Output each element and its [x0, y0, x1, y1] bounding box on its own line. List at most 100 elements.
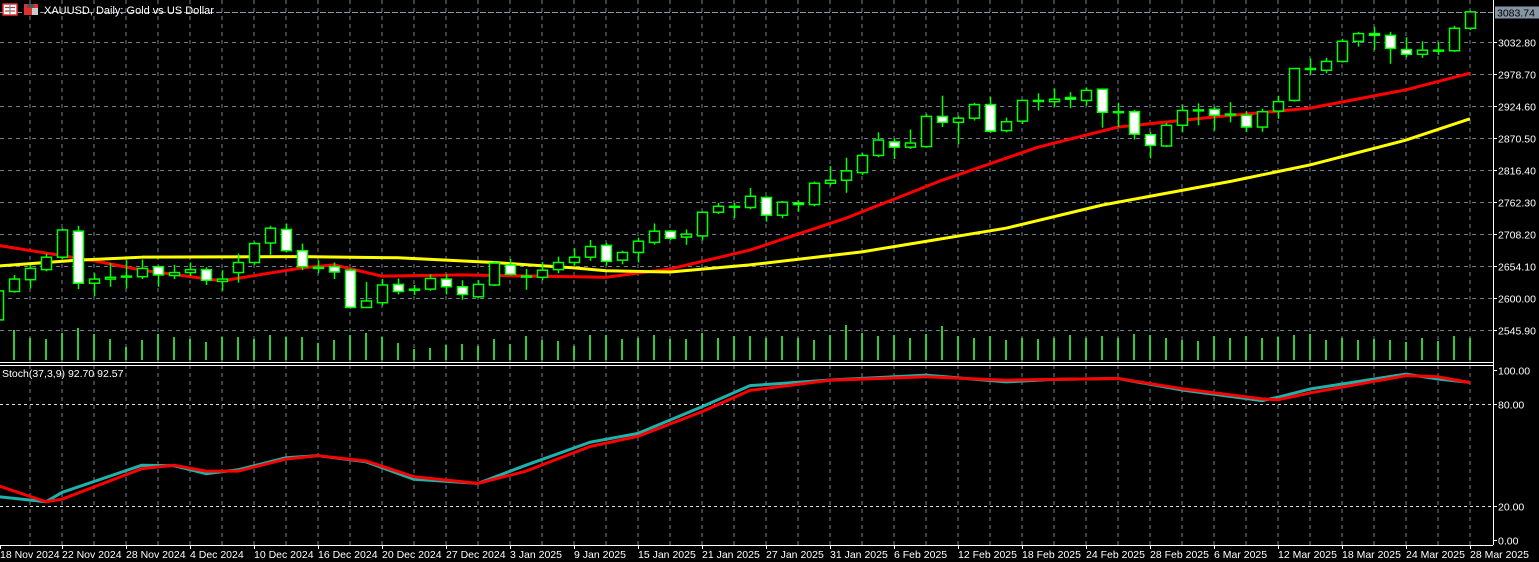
time-tick-label: 3 Jan 2025: [510, 549, 562, 561]
volume-bar: [1309, 334, 1311, 360]
time-tick-label: 18 Feb 2025: [1022, 549, 1081, 561]
time-tick-label: 24 Mar 2025: [1406, 549, 1465, 561]
volume-bar: [621, 339, 623, 360]
volume-bar: [941, 326, 943, 360]
candle-bull: [1080, 89, 1093, 102]
chart-list-icon[interactable]: [2, 3, 18, 16]
volume-bar: [1421, 338, 1423, 360]
time-tick-label: 28 Mar 2025: [1470, 549, 1529, 561]
candle-bear: [200, 268, 213, 282]
volume-bar: [109, 339, 111, 360]
volume-bar: [253, 339, 255, 360]
volume-bar: [1021, 338, 1023, 360]
candle-bull: [8, 278, 21, 293]
candle-bull: [1336, 40, 1349, 63]
candle-bear: [760, 196, 773, 216]
candle-bull: [88, 278, 101, 284]
candle-bull: [120, 275, 133, 278]
time-tick-label: 6 Mar 2025: [1214, 549, 1267, 561]
volume-bar: [221, 337, 223, 360]
candle-bull: [216, 278, 229, 283]
candle-bull: [728, 205, 741, 209]
volume-bar: [829, 335, 831, 360]
candle-bear: [312, 266, 325, 270]
volume-bar: [1165, 338, 1167, 360]
stochastic-label: Stoch(37,3,9) 92.70 92.57: [2, 368, 124, 380]
volume-bar: [445, 345, 447, 360]
volume-bar: [1229, 338, 1231, 360]
volume-bar: [173, 337, 175, 360]
volume-bar: [1149, 335, 1151, 360]
volume-bar: [381, 337, 383, 360]
candle-bull: [1288, 67, 1301, 102]
volume-bar: [685, 339, 687, 360]
candle-bull: [824, 179, 837, 184]
candle-bull: [648, 230, 661, 244]
candle-bear: [984, 103, 997, 132]
candle-bull: [1000, 120, 1013, 132]
volume-bar: [845, 325, 847, 360]
candle-bear: [296, 249, 309, 268]
volume-bar: [861, 333, 863, 360]
candle-bull: [1464, 11, 1477, 30]
volume-bar: [1453, 336, 1455, 360]
volume-bar: [1101, 336, 1103, 360]
volume-bar: [285, 337, 287, 360]
volume-bar: [429, 348, 431, 360]
volume-bar: [877, 336, 879, 360]
volume-bar: [653, 335, 655, 360]
candle-bull: [632, 240, 645, 254]
candle-bear: [72, 230, 85, 284]
candle-bull: [920, 115, 933, 148]
moving-averages: [0, 71, 1471, 283]
candle-bull: [264, 227, 277, 244]
candle-bull: [712, 205, 725, 213]
candle-bull: [56, 229, 69, 258]
price-tick-label: 2924.60: [1498, 102, 1536, 114]
stochastic-tick-label: 80.00: [1498, 400, 1524, 412]
volume-bar: [1469, 338, 1471, 360]
time-tick-label: 10 Dec 2024: [254, 549, 314, 561]
chart-header: XAUUSD, Daily: Gold vs US Dollar: [2, 3, 214, 17]
candle-bull: [232, 261, 245, 274]
candle-bull: [1176, 109, 1189, 127]
time-tick-label: 12 Mar 2025: [1278, 549, 1337, 561]
candle-bull: [168, 271, 181, 277]
candle-bull: [1224, 113, 1237, 116]
volume-bar: [1181, 340, 1183, 360]
candle-bull: [696, 211, 709, 237]
volume-bar: [637, 338, 639, 360]
time-tick-label: 28 Feb 2025: [1150, 549, 1209, 561]
grid: [0, 0, 1493, 545]
time-tick-label: 15 Jan 2025: [638, 549, 696, 561]
candle-bull: [408, 288, 421, 292]
candle-bear: [520, 275, 533, 278]
volume-bar: [157, 334, 159, 360]
volume-bar: [1389, 340, 1391, 360]
volume-bar: [413, 349, 415, 360]
volume-bar: [1405, 342, 1407, 360]
volume-bar: [1053, 338, 1055, 360]
candle-bull: [472, 283, 485, 298]
volume-bar: [1373, 339, 1375, 360]
volume-bar: [61, 333, 63, 360]
volume-bar: [813, 340, 815, 360]
time-tick-label: 20 Dec 2024: [382, 549, 442, 561]
candle-bull: [680, 233, 693, 238]
volume-bar: [45, 339, 47, 360]
candle-bull: [104, 276, 117, 280]
volume-bar: [1197, 341, 1199, 360]
candle-bear: [664, 230, 677, 240]
price-tick-label: 2545.90: [1498, 326, 1536, 338]
candle-bull: [1432, 49, 1445, 52]
candle-bull: [568, 256, 581, 264]
save-icon[interactable]: [24, 4, 38, 15]
candle-bear: [456, 286, 469, 296]
stochastic-tick-label: 0.00: [1498, 536, 1519, 548]
stochastic-tick-label: 100.00: [1498, 366, 1530, 378]
candle-bull: [1112, 110, 1125, 114]
candle-bull: [0, 290, 5, 321]
candle-bull: [1416, 49, 1429, 56]
